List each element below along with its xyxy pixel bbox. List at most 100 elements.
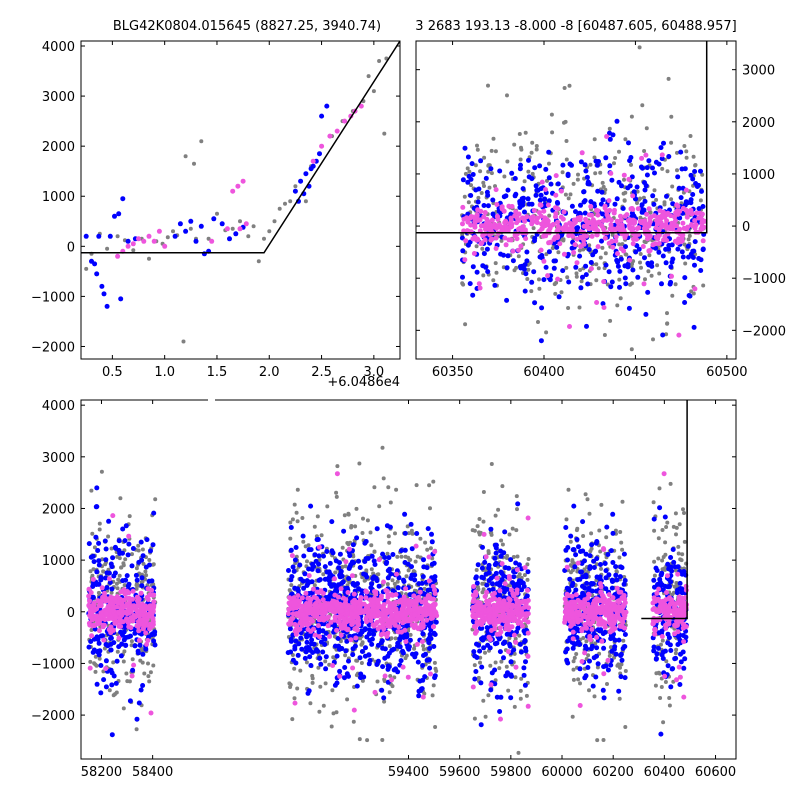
- data-point: [342, 675, 347, 681]
- data-point: [612, 161, 616, 166]
- data-point: [629, 227, 635, 233]
- y-tick-label: 3000: [742, 64, 775, 79]
- data-point: [483, 554, 489, 560]
- data-point: [106, 576, 112, 582]
- data-point: [550, 246, 555, 251]
- data-point: [323, 654, 329, 660]
- data-point: [525, 196, 531, 202]
- data-point: [130, 546, 136, 551]
- data-point: [140, 683, 146, 688]
- data-point: [308, 547, 314, 553]
- data-point: [331, 582, 337, 588]
- data-point: [473, 669, 479, 674]
- data-point: [630, 241, 636, 247]
- data-point: [327, 607, 333, 613]
- data-point: [623, 252, 628, 257]
- data-point: [486, 169, 491, 174]
- data-point: [505, 93, 509, 98]
- data-point: [309, 579, 315, 585]
- data-point: [600, 301, 606, 307]
- data-point: [512, 704, 517, 709]
- data-point: [91, 559, 97, 565]
- data-point: [498, 569, 504, 575]
- data-point: [485, 269, 491, 275]
- data-point: [389, 612, 395, 618]
- data-point: [474, 568, 479, 572]
- data-point: [474, 244, 479, 249]
- data-point: [235, 183, 241, 189]
- data-point: [622, 232, 628, 238]
- data-point: [376, 557, 382, 563]
- data-point: [372, 589, 377, 594]
- data-point: [290, 717, 295, 722]
- data-point: [86, 593, 92, 599]
- data-point: [426, 640, 432, 646]
- data-point: [98, 613, 104, 619]
- data-point: [98, 663, 104, 668]
- data-point: [607, 136, 613, 142]
- data-point: [537, 254, 543, 260]
- data-point: [93, 669, 98, 674]
- data-point: [301, 585, 307, 591]
- data-point: [94, 271, 100, 277]
- data-point: [315, 623, 321, 629]
- data-point: [127, 514, 132, 519]
- data-point: [352, 626, 358, 632]
- data-point: [621, 248, 627, 254]
- data-point: [312, 602, 318, 608]
- data-point: [679, 249, 685, 255]
- data-point: [478, 660, 482, 665]
- data-point: [361, 601, 367, 607]
- data-point: [139, 557, 145, 563]
- data-point: [286, 611, 291, 617]
- data-point: [660, 253, 666, 259]
- data-point: [306, 688, 312, 694]
- data-point: [209, 238, 215, 244]
- data-point: [335, 619, 341, 625]
- data-point: [617, 268, 623, 274]
- data-point: [324, 549, 330, 554]
- data-point: [199, 139, 204, 144]
- data-point: [147, 611, 153, 617]
- data-point: [499, 538, 504, 543]
- data-point: [400, 664, 406, 670]
- data-point: [374, 578, 380, 584]
- data-point: [578, 202, 583, 208]
- data-point: [534, 147, 539, 152]
- data-point: [215, 211, 219, 216]
- data-point: [219, 221, 225, 227]
- data-point: [423, 606, 429, 611]
- data-point: [351, 554, 356, 559]
- data-point: [150, 542, 156, 548]
- data-point: [400, 612, 405, 618]
- data-point: [471, 584, 477, 589]
- data-point: [310, 158, 316, 164]
- data-point: [129, 673, 135, 679]
- data-point: [523, 659, 528, 665]
- data-point: [337, 614, 343, 620]
- data-point: [206, 236, 211, 241]
- data-point: [691, 291, 696, 296]
- data-point: [583, 263, 589, 269]
- data-point: [608, 318, 613, 323]
- data-point: [465, 179, 471, 185]
- data-point: [566, 306, 571, 310]
- data-point: [353, 609, 359, 615]
- data-point: [502, 529, 508, 535]
- data-point: [343, 604, 349, 609]
- data-point: [292, 696, 297, 701]
- data-point: [521, 195, 526, 201]
- data-point: [283, 201, 287, 206]
- data-point: [473, 163, 478, 168]
- data-point: [674, 229, 680, 235]
- data-point: [599, 189, 605, 195]
- data-point: [96, 540, 102, 546]
- data-point: [615, 259, 621, 265]
- data-point: [320, 628, 326, 634]
- data-point: [115, 253, 121, 259]
- data-point: [646, 269, 651, 274]
- data-point: [345, 697, 350, 702]
- data-point: [134, 609, 140, 615]
- data-point: [578, 159, 584, 165]
- data-point: [310, 673, 315, 678]
